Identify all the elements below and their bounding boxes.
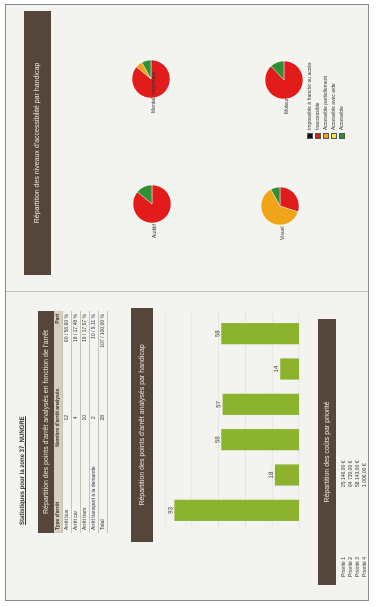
table-cell: 10 (82, 414, 88, 421)
pie-slice (279, 186, 300, 213)
cost-row: Priorité 1 25 146,00 € (341, 319, 348, 577)
legend-swatch (323, 133, 329, 139)
table-row: Arrêt car 4 18 / 17,48 % (72, 311, 81, 533)
table-row: Arrêt bus 12 60 / 56,60 % (63, 311, 72, 533)
table-cell: 18 / 17,48 % (73, 314, 79, 343)
legend-swatch (315, 133, 321, 139)
table-cell: 107 / 100,00 % (100, 314, 106, 348)
legend-label: Impossible à franchir ou accès (307, 62, 313, 130)
legend-item: Accessible (338, 29, 346, 139)
table-row: Total 28 107 / 100,00 % (99, 311, 108, 533)
bar-data-label: 58 (215, 330, 221, 337)
bar (274, 464, 299, 486)
table-cell: Arrêt bus (64, 509, 70, 530)
bar-section-header: Répartition des points d'arrêt analysés … (131, 308, 153, 542)
cost-priority: Priorité 4 (362, 556, 368, 577)
cost-priority: Priorité 3 (355, 556, 361, 577)
table-cell: 28 (100, 414, 106, 421)
bar (280, 358, 299, 380)
cost-row: Priorité 2 64 730,00 € (348, 319, 355, 577)
pie-label: Visuel (280, 226, 286, 240)
bar (221, 429, 299, 451)
legend-label: Inaccessible (315, 102, 321, 130)
table-body: Type d'arrêt Nombre d'arrêt analysés Part A… (54, 311, 108, 533)
cost-amount: 1 006,00 € (362, 463, 368, 487)
access-section-header: Répartition des niveaux d'accessibilité … (24, 11, 51, 275)
pie-slice (270, 60, 285, 81)
pie-slice (260, 189, 299, 226)
legend-label: Accessible avec aide (331, 83, 337, 130)
pie-slice (137, 184, 153, 205)
bar-data-label: 93 (168, 506, 174, 513)
table-cell: 19 / 17,57 % (82, 314, 88, 343)
legend-swatch (307, 133, 313, 139)
cost-section-header: Répartition des coûts par priorité (318, 319, 336, 585)
cost-amount: 25 146,00 € (341, 460, 347, 487)
table-cell: Part (55, 314, 61, 324)
pie-slice (141, 59, 152, 80)
bar-data-label: 58 (215, 436, 221, 443)
table-cell: Total (100, 519, 106, 530)
legend-item: Impossible à franchir ou accès (306, 29, 314, 139)
legend-swatch (331, 133, 337, 139)
table-cell: Nombre d'arrêt analysés (55, 388, 61, 447)
cost-row: Priorité 4 1 006,00 € (362, 319, 369, 577)
page-fold-line (6, 291, 368, 292)
bar-data-label: 18 (269, 471, 275, 478)
bar (221, 323, 299, 345)
cost-row: Priorité 3 58 143,00 € (355, 319, 362, 577)
cost-table: Priorité 1 25 146,00 € Priorité 2 64 730,00… (341, 319, 369, 585)
legend-item: Accessible avec aide (330, 29, 338, 139)
legend-item: Accessible partiellement (322, 29, 330, 139)
cost-priority: Priorité 2 (348, 556, 354, 577)
table-row: Arrêt transport à la demande 2 10 / 9,11 % (90, 311, 99, 533)
table-cell: 4 (73, 416, 79, 420)
table-cell: 10 / 9,11 % (91, 314, 97, 339)
bar-data-label: 57 (217, 400, 223, 407)
bar (222, 393, 299, 415)
bar (174, 499, 300, 521)
table-cell: 2 (91, 416, 97, 420)
table-cell: Arrêt car (73, 510, 79, 530)
accessibility-legend: Impossible à franchir ou accès Inaccessib… (306, 29, 356, 139)
legend-label: Accessible (339, 106, 345, 130)
table-cell: 12 (64, 414, 70, 421)
page-title: Statistiques pour la zone 37_NUNGRE (20, 416, 26, 525)
table-cell: Arrêt tram (82, 507, 88, 530)
table-cell: Arrêt transport à la demande (91, 466, 97, 530)
pie-slice (270, 186, 281, 207)
handicap-bar-chart: 93 18 58 57 14 58 (164, 312, 300, 528)
handicap-bar-section: Répartition des points d'arrêt analysés … (131, 308, 313, 542)
legend-label: Accessible partiellement (323, 76, 329, 130)
document-page: Statistiques pour la zone 37_NUNGRE Répa… (5, 4, 369, 601)
pie-label: Moteur (284, 98, 290, 114)
legend-item: Inaccessible (314, 29, 322, 139)
cost-section: Répartition des coûts par priorité Prior… (318, 319, 370, 585)
table-cell: Type d'arrêt (55, 501, 61, 530)
pie-label: Mental / psychique (151, 71, 157, 113)
cost-amount: 64 730,00 € (348, 460, 354, 487)
accessibility-pie-grid: Moteur Visuel Mental / psychique Auditif (131, 59, 304, 240)
legend-swatch (339, 133, 345, 139)
bar-data-label: 14 (274, 365, 280, 372)
table-row: Arrêt tram 10 19 / 17,57 % (81, 311, 90, 533)
table-header: Répartition des points d'arrêt analysés … (38, 311, 54, 533)
cost-priority: Priorité 1 (341, 556, 347, 577)
pie-label: Auditif (152, 223, 158, 238)
table-header-row: Type d'arrêt Nombre d'arrêt analysés Part (54, 311, 63, 533)
stop-type-table: Répartition des points d'arrêt analysés … (38, 311, 116, 533)
cost-amount: 58 143,00 € (355, 460, 361, 487)
table-cell: 60 / 56,60 % (64, 314, 70, 343)
